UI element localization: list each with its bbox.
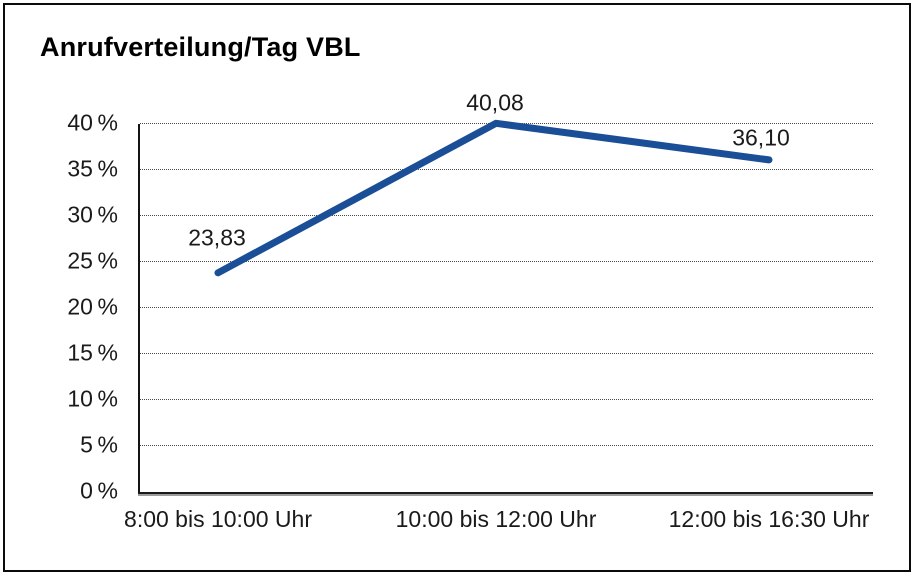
gridline (140, 169, 873, 170)
gridline (140, 261, 873, 262)
data-point-label: 36,10 (732, 124, 790, 151)
y-tick-label: 20 % (67, 293, 118, 320)
data-point-label: 23,83 (188, 224, 246, 251)
gridline (140, 445, 873, 446)
y-tick-label: 35 % (67, 155, 118, 182)
y-tick-label: 10 % (67, 385, 118, 412)
line-series (214, 119, 773, 277)
x-category-label: 8:00 bis 10:00 Uhr (124, 506, 312, 532)
chart-title: Anrufverteilung/Tag VBL (40, 32, 361, 62)
x-category-label: 10:00 bis 12:00 Uhr (395, 506, 597, 532)
y-tick-label: 5 % (80, 431, 118, 458)
x-axis-line (138, 492, 873, 494)
y-tick-label: 0 % (80, 477, 118, 504)
gridline (140, 399, 873, 400)
y-axis-line (138, 124, 140, 492)
y-tick-label: 15 % (67, 339, 118, 366)
x-category-label: 12:00 bis 16:30 Uhr (668, 506, 870, 532)
y-tick-label: 25 % (67, 247, 118, 274)
gridline (140, 307, 873, 308)
gridline (140, 353, 873, 354)
gridline (140, 215, 873, 216)
y-tick-label: 40 % (67, 109, 118, 136)
data-point-label: 40,08 (466, 89, 524, 116)
y-tick-label: 30 % (67, 201, 118, 228)
